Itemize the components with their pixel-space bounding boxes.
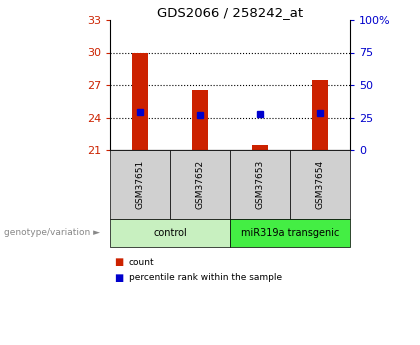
Title: GDS2066 / 258242_at: GDS2066 / 258242_at bbox=[157, 6, 303, 19]
Text: genotype/variation ►: genotype/variation ► bbox=[4, 228, 100, 237]
Bar bbox=[131, 52, 148, 150]
Text: ■: ■ bbox=[114, 273, 123, 283]
Text: control: control bbox=[153, 228, 187, 238]
Bar bbox=[312, 80, 328, 150]
Bar bbox=[252, 145, 268, 150]
Text: ■: ■ bbox=[114, 257, 123, 267]
Text: GSM37652: GSM37652 bbox=[195, 160, 205, 209]
Text: GSM37651: GSM37651 bbox=[136, 160, 144, 209]
Bar bbox=[192, 90, 208, 150]
Text: count: count bbox=[129, 258, 155, 267]
Text: GSM37654: GSM37654 bbox=[315, 160, 325, 209]
Text: GSM37653: GSM37653 bbox=[255, 160, 265, 209]
Text: percentile rank within the sample: percentile rank within the sample bbox=[129, 273, 282, 282]
Text: miR319a transgenic: miR319a transgenic bbox=[241, 228, 339, 238]
